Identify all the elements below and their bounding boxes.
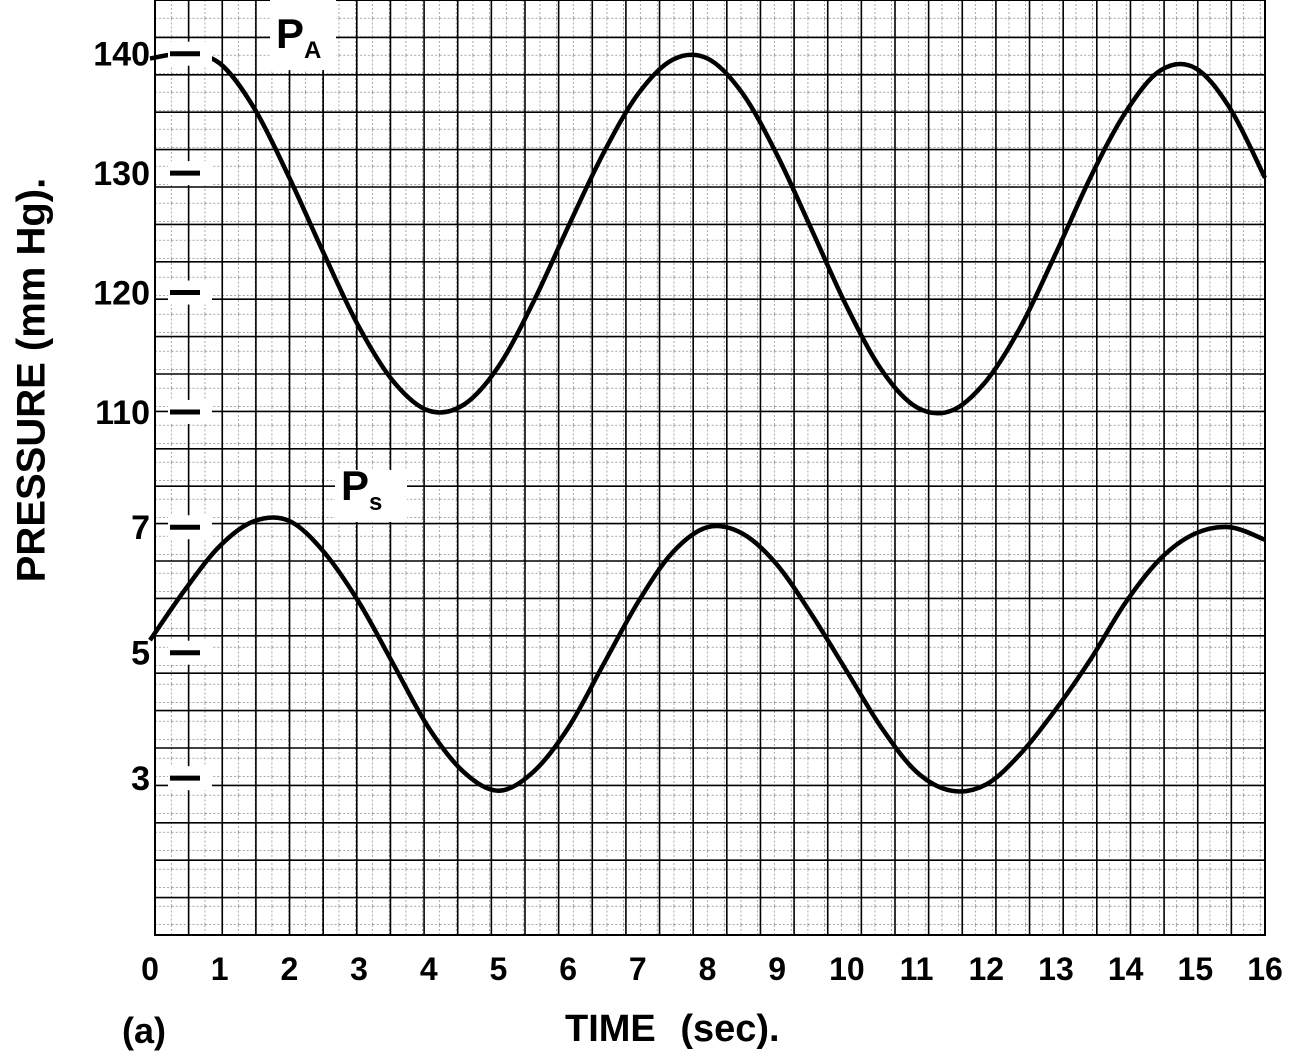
x-tick-label: 8 bbox=[699, 951, 717, 987]
x-tick-label: 15 bbox=[1178, 951, 1214, 987]
panel-label: (a) bbox=[122, 1010, 166, 1051]
upper-y-tick-label: 140 bbox=[93, 36, 150, 74]
x-tick-label: 6 bbox=[559, 951, 577, 987]
series-label-pa: PA bbox=[276, 10, 321, 64]
x-tick-label: 16 bbox=[1247, 951, 1283, 987]
x-tick-label: 1 bbox=[211, 951, 229, 987]
series-label-ps: Ps bbox=[341, 462, 382, 516]
upper-y-tick-label: 110 bbox=[95, 394, 150, 432]
x-tick-label: 5 bbox=[490, 951, 508, 987]
x-tick-label: 9 bbox=[768, 951, 786, 987]
lower-y-tick-label: 5 bbox=[131, 635, 150, 673]
x-tick-label: 10 bbox=[829, 951, 865, 987]
series-labels: PA Ps bbox=[270, 0, 407, 522]
graph-paper-fine-grid bbox=[155, 0, 1265, 935]
x-tick-label: 2 bbox=[280, 951, 298, 987]
y-axis-label-text: PRESSURE (mm Hg). bbox=[9, 177, 54, 583]
x-tick-label: 0 bbox=[141, 951, 159, 987]
x-tick-label: 7 bbox=[629, 951, 647, 987]
x-tick-label: 4 bbox=[420, 951, 438, 987]
x-tick-label: 14 bbox=[1108, 951, 1144, 987]
x-tick-label: 12 bbox=[968, 951, 1004, 987]
series-label-backdrop bbox=[270, 0, 336, 70]
series-label-backdrop bbox=[335, 470, 407, 522]
x-tick-label: 3 bbox=[350, 951, 368, 987]
series-layer bbox=[148, 51, 1268, 794]
x-tick-label: 13 bbox=[1038, 951, 1074, 987]
lower-y-tick-label: 3 bbox=[131, 760, 150, 798]
plot-area bbox=[154, 0, 1266, 936]
y-axis-label: PRESSURE (mm Hg). bbox=[8, 160, 56, 600]
x-axis-label: TIME (sec). bbox=[565, 1008, 780, 1050]
upper-y-tick-label: 120 bbox=[93, 275, 150, 313]
plot-frame bbox=[154, 0, 1266, 936]
upper-y-tick-label: 130 bbox=[93, 155, 150, 193]
lower-y-tick-label: 7 bbox=[131, 509, 150, 547]
series-line-pa bbox=[149, 51, 1268, 416]
series-line-ps bbox=[148, 515, 1266, 794]
x-tick-label: 11 bbox=[900, 951, 934, 987]
